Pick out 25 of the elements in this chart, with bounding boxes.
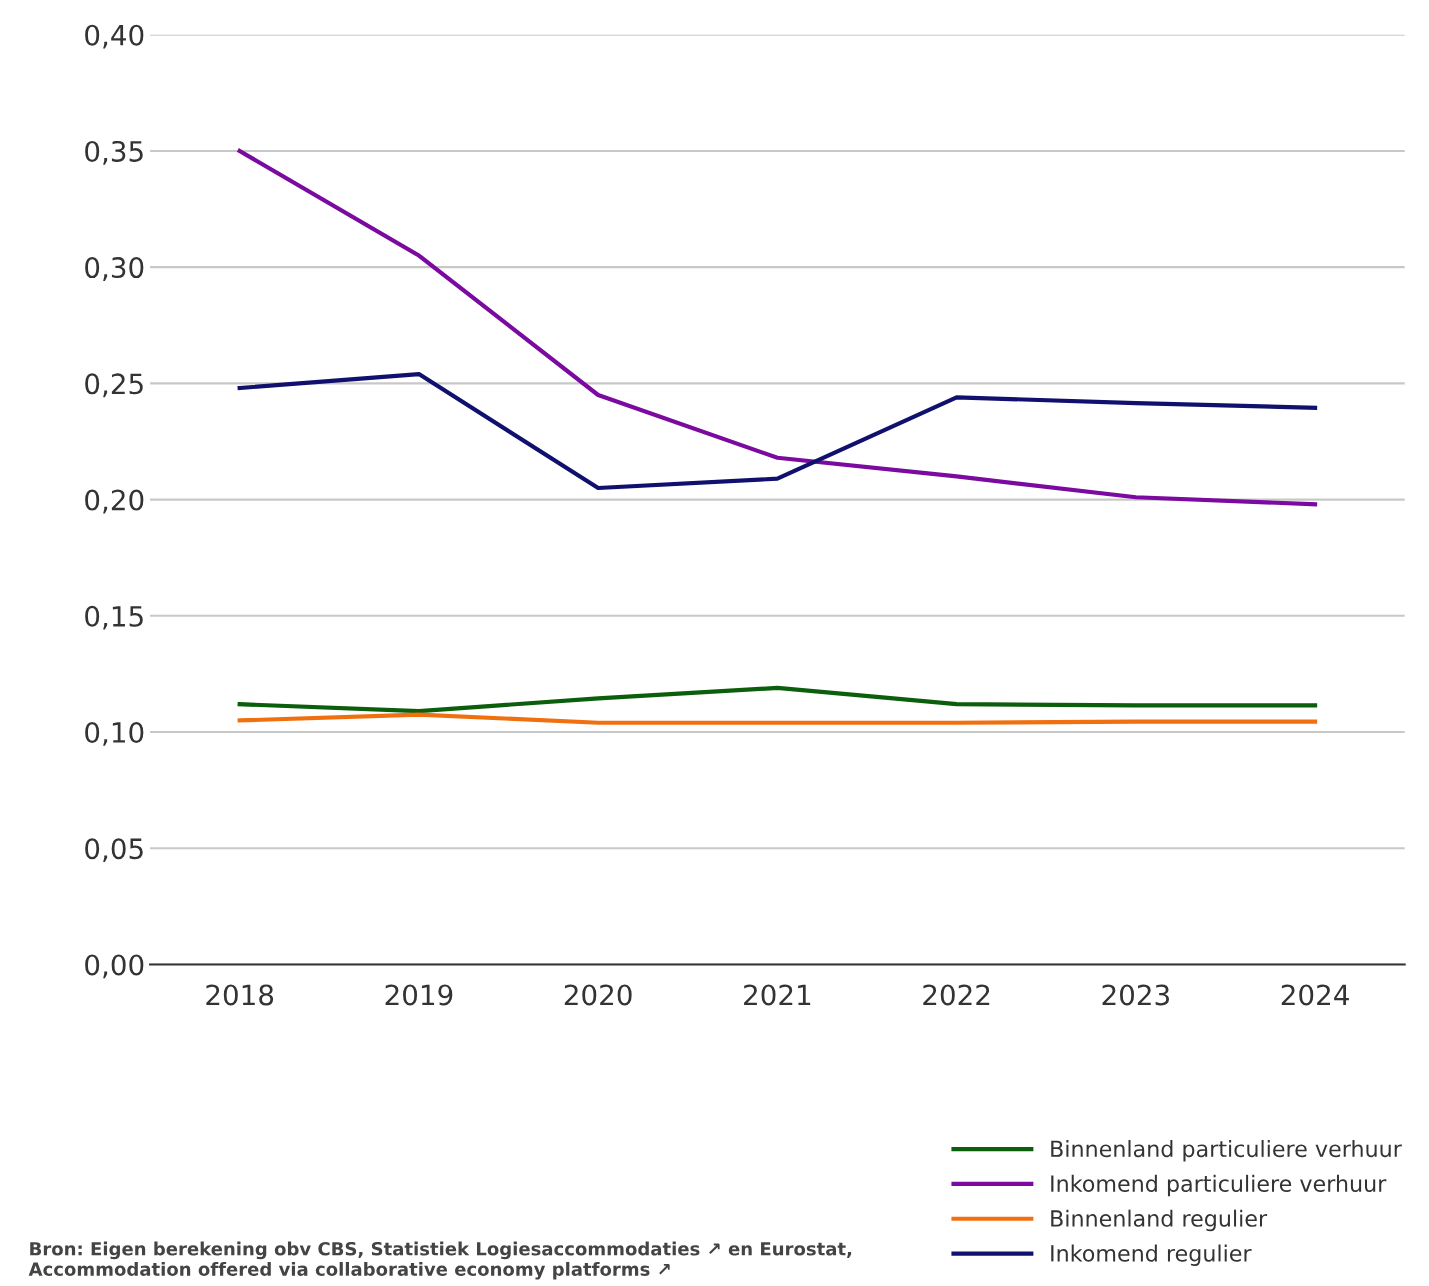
line-series: [237, 685, 1318, 714]
legend-label: Binnenland particuliere verhuur: [1051, 1139, 1402, 1162]
x-tick-label: 2018: [206, 984, 274, 1006]
x-tick-label: 2023: [1102, 984, 1169, 1006]
legend-label: Inkomend particuliere verhuur: [1051, 1174, 1387, 1197]
x-tick-label: 2020: [564, 984, 632, 1006]
y-tick-label: 0,15: [85, 605, 143, 630]
y-tick-label: 0,40: [85, 24, 144, 49]
x-tick-label: 2021: [744, 984, 811, 1006]
line-series: [237, 712, 1318, 725]
x-tick-label: 2022: [923, 984, 990, 1006]
text: Bron: Eigen berekening obv CBS, Statistiek Logiesaccommodaties ↗ en Eurostat, Accommodation offered via collaborative economy platforms ↗: [28, 1241, 852, 1280]
y-tick-label: 0,10: [85, 721, 144, 746]
y-tick-label: 0,05: [85, 838, 143, 863]
line-series: [237, 148, 1318, 507]
x-tick-label: 2019: [385, 984, 453, 1006]
y-tick-label: 0,00: [85, 954, 144, 979]
y-tick-label: 0,25: [85, 373, 143, 398]
line-series: [237, 372, 1318, 491]
legend-label: Binnenland regulier: [1051, 1209, 1268, 1232]
legend-label: Inkomend regulier: [1051, 1244, 1252, 1266]
y-tick-label: 0,35: [85, 140, 143, 165]
y-tick-label: 0,20: [85, 489, 144, 514]
x-tick-label: 2024: [1281, 984, 1349, 1006]
y-tick-label: 0,30: [85, 257, 144, 281]
